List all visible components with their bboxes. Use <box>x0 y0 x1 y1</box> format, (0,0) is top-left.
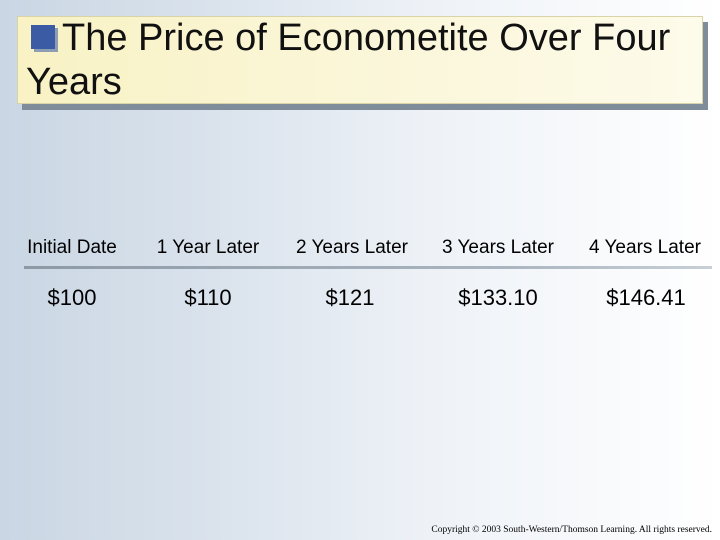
table-header-year-2: 2 Years Later <box>296 237 408 258</box>
table-header-initial: Initial Date <box>27 237 117 258</box>
table-value-year-1: $110 <box>184 285 232 310</box>
table-value-year-4: $146.41 <box>606 285 686 310</box>
table-header-year-4: 4 Years Later <box>589 237 701 258</box>
table-divider <box>24 266 712 269</box>
table-value-year-2: $121 <box>325 285 375 310</box>
table-header-year-1: 1 Year Later <box>156 237 260 258</box>
slide-title: The Price of Econometite Over Four Years <box>26 17 671 103</box>
table-value-initial: $100 <box>47 285 97 310</box>
table-header-year-3: 3 Years Later <box>442 237 554 258</box>
title-box <box>17 16 703 104</box>
table-value-year-3: $133.10 <box>458 285 538 310</box>
square-bullet-icon <box>31 25 55 49</box>
copyright-notice: Copyright © 2003 South-Western/Thomson L… <box>431 525 712 535</box>
